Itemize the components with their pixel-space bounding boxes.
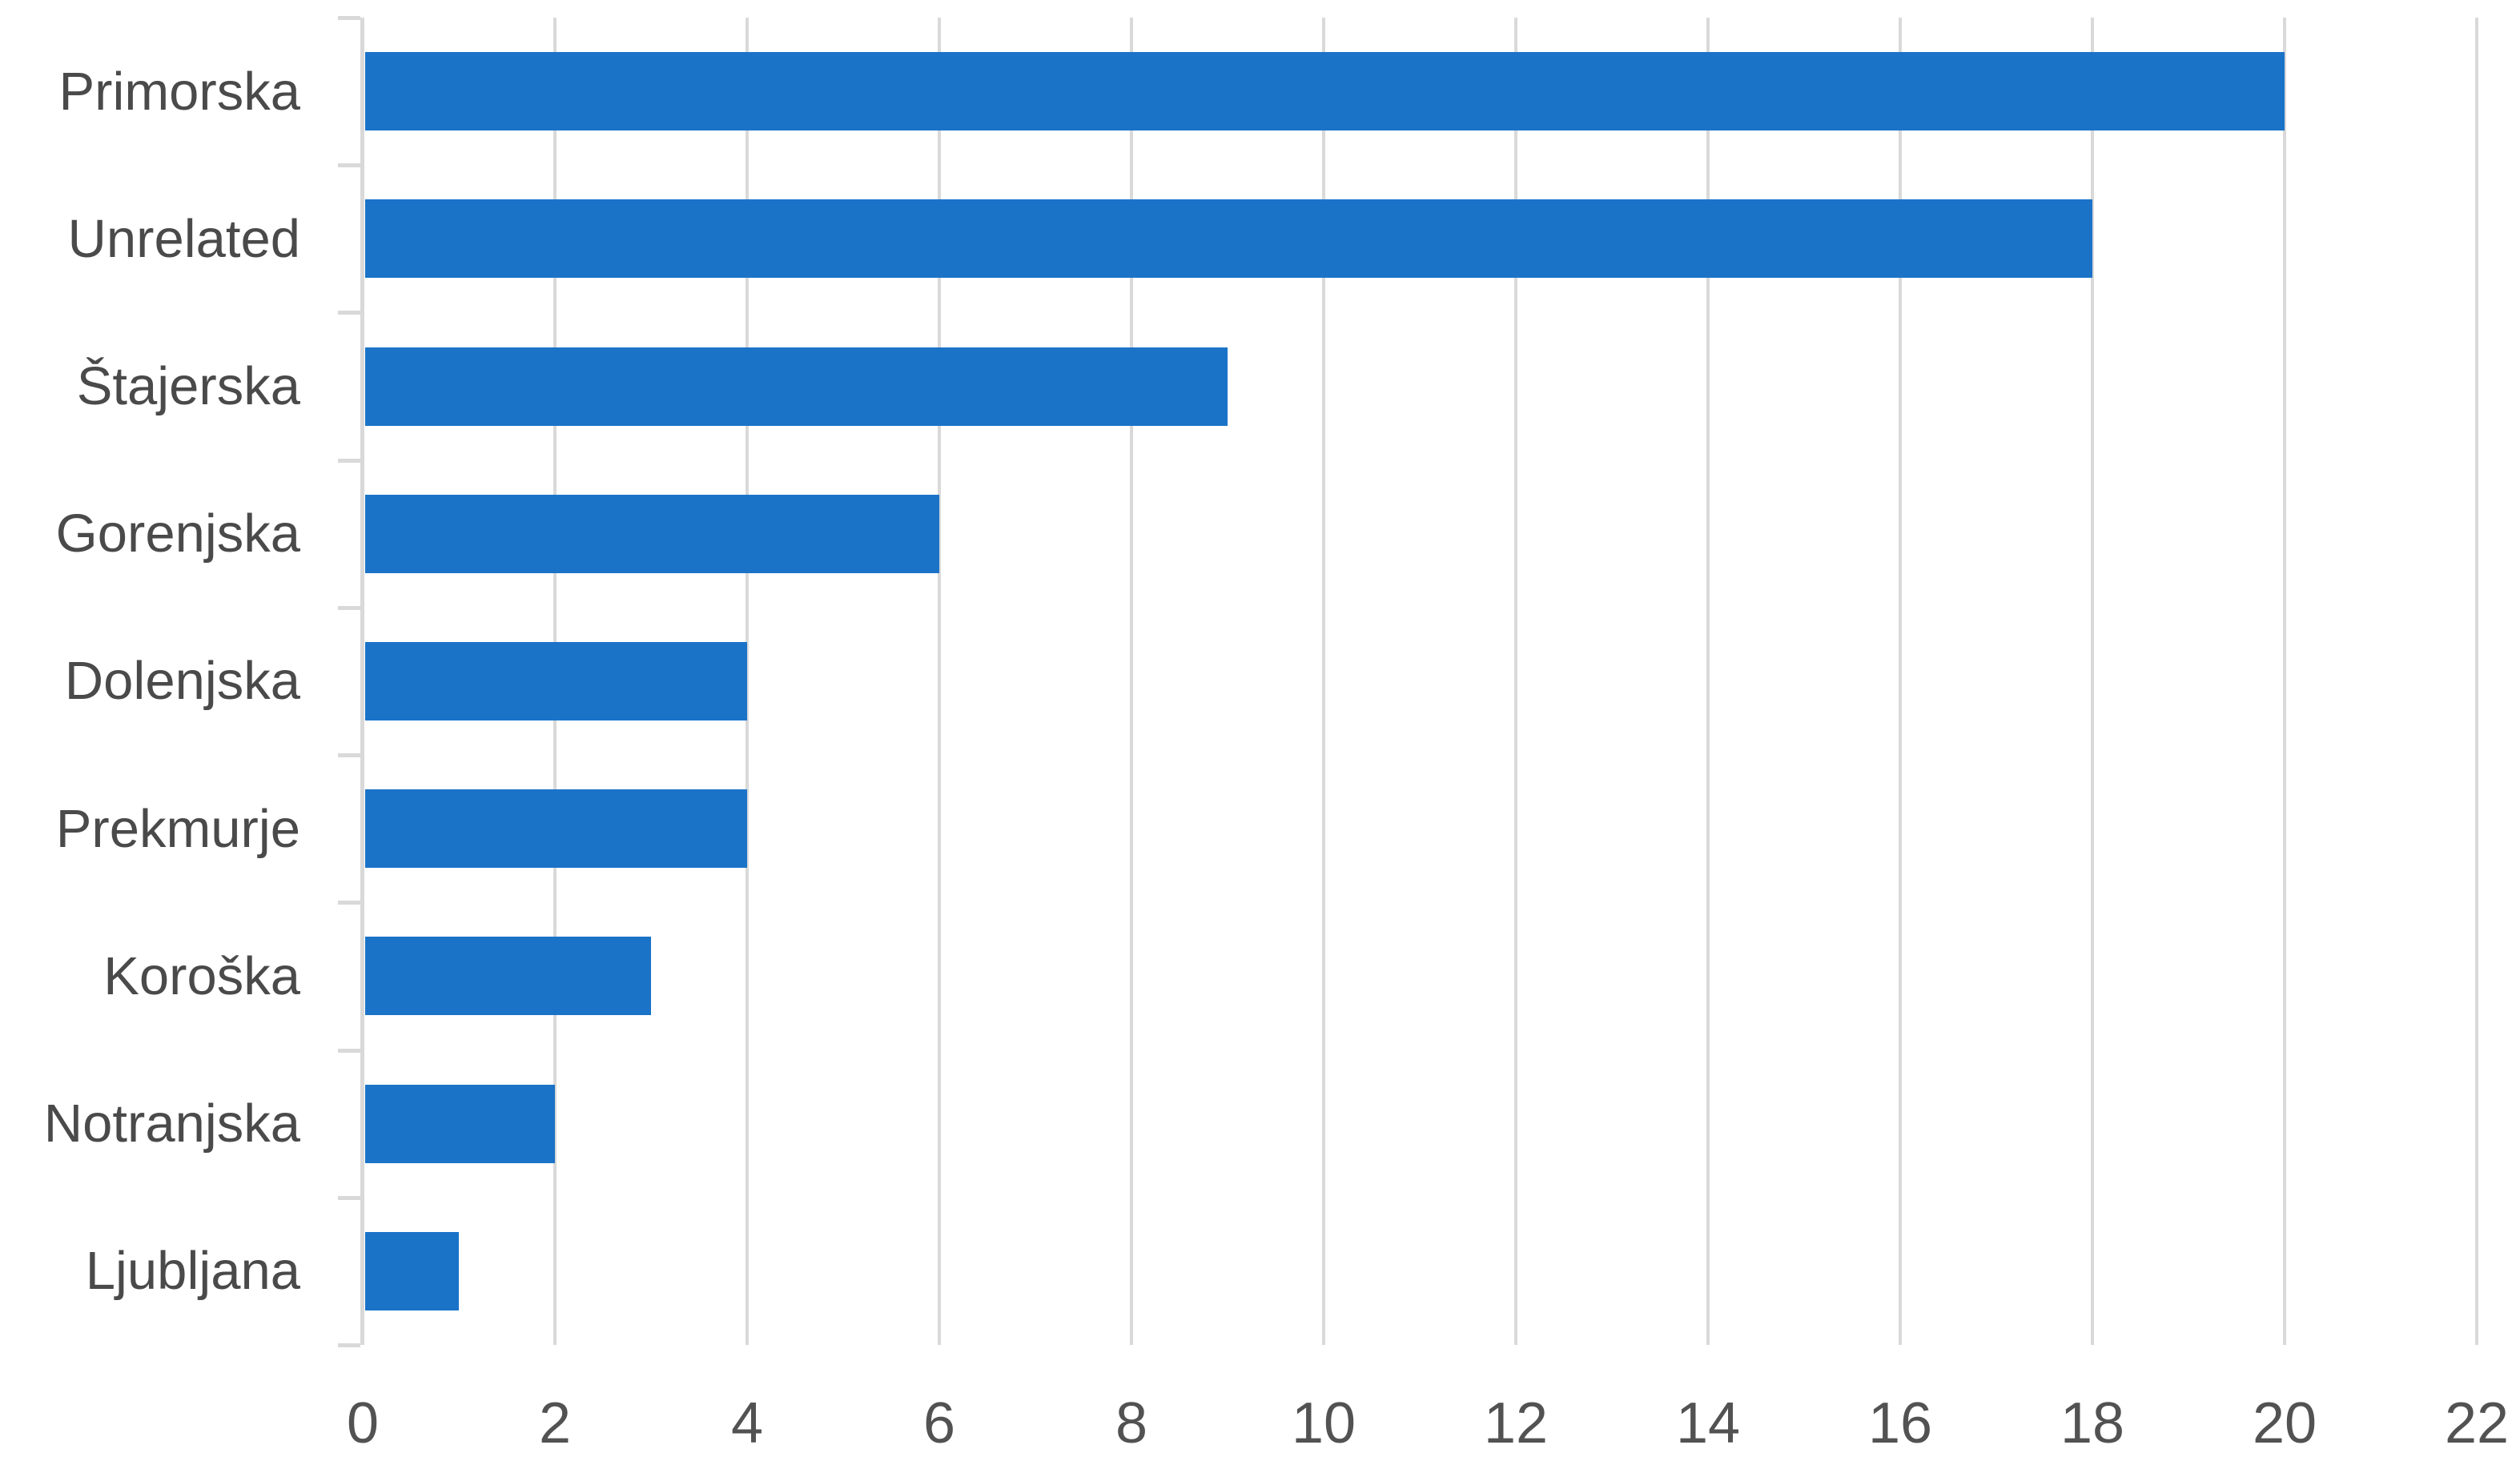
category-tick-1 — [338, 163, 360, 168]
category-label-notranjska: Notranjska — [43, 1094, 300, 1154]
x-tick-label-12: 12 — [1483, 1391, 1549, 1455]
x-tick-label-14: 14 — [1675, 1391, 1741, 1455]
x-tick-label-20: 20 — [2252, 1391, 2317, 1455]
bar-notranjska — [365, 1084, 555, 1163]
x-tick-label-10: 10 — [1291, 1391, 1356, 1455]
bar-gorenjska — [365, 494, 939, 573]
category-tick-0 — [338, 16, 360, 20]
category-label-unrelated: Unrelated — [67, 208, 300, 269]
gridline-x-6 — [938, 18, 941, 1345]
bar-ljubljana — [365, 1231, 459, 1310]
category-tick-9 — [338, 1343, 360, 1347]
x-tick-label-8: 8 — [1115, 1391, 1148, 1455]
gridline-x-18 — [2091, 18, 2094, 1345]
x-tick-label-22: 22 — [2444, 1391, 2510, 1455]
bar-unrelated — [365, 199, 2092, 279]
category-tick-7 — [338, 1048, 360, 1053]
category-label-prekmurje: Prekmurje — [55, 798, 300, 859]
category-tick-8 — [338, 1195, 360, 1200]
gridline-x-10 — [1322, 18, 1325, 1345]
bar-s-tajerska — [365, 347, 1228, 426]
category-tick-5 — [338, 753, 360, 758]
gridline-x-14 — [1706, 18, 1710, 1345]
category-label-koros-ka: Koroška — [103, 945, 300, 1006]
category-tick-2 — [338, 311, 360, 315]
category-label-dolenjska: Dolenjska — [64, 651, 300, 712]
gridline-x-16 — [1899, 18, 1902, 1345]
gridline-x-4 — [746, 18, 749, 1345]
bar-primorska — [365, 52, 2285, 131]
category-label-gorenjska: Gorenjska — [55, 504, 300, 564]
x-tick-label-16: 16 — [1867, 1391, 1933, 1455]
gridline-x-8 — [1130, 18, 1133, 1345]
x-tick-label-18: 18 — [2060, 1391, 2125, 1455]
bar-dolenjska — [365, 642, 747, 720]
gridline-x-12 — [1514, 18, 1517, 1345]
x-tick-label-4: 4 — [730, 1391, 764, 1455]
category-tick-3 — [338, 458, 360, 463]
y-axis-line — [360, 18, 364, 1345]
gridline-x-20 — [2283, 18, 2286, 1345]
gridline-x-22 — [2475, 18, 2478, 1345]
bar-koros-ka — [365, 937, 651, 1016]
category-tick-4 — [338, 605, 360, 610]
x-tick-label-0: 0 — [346, 1391, 380, 1455]
category-label-s-tajerska: Štajerska — [76, 356, 300, 417]
category-label-primorska: Primorska — [58, 61, 300, 122]
x-tick-label-2: 2 — [538, 1391, 572, 1455]
category-label-ljubljana: Ljubljana — [85, 1241, 300, 1302]
bar-prekmurje — [365, 789, 747, 869]
category-tick-6 — [338, 901, 360, 905]
x-tick-label-6: 6 — [922, 1391, 956, 1455]
